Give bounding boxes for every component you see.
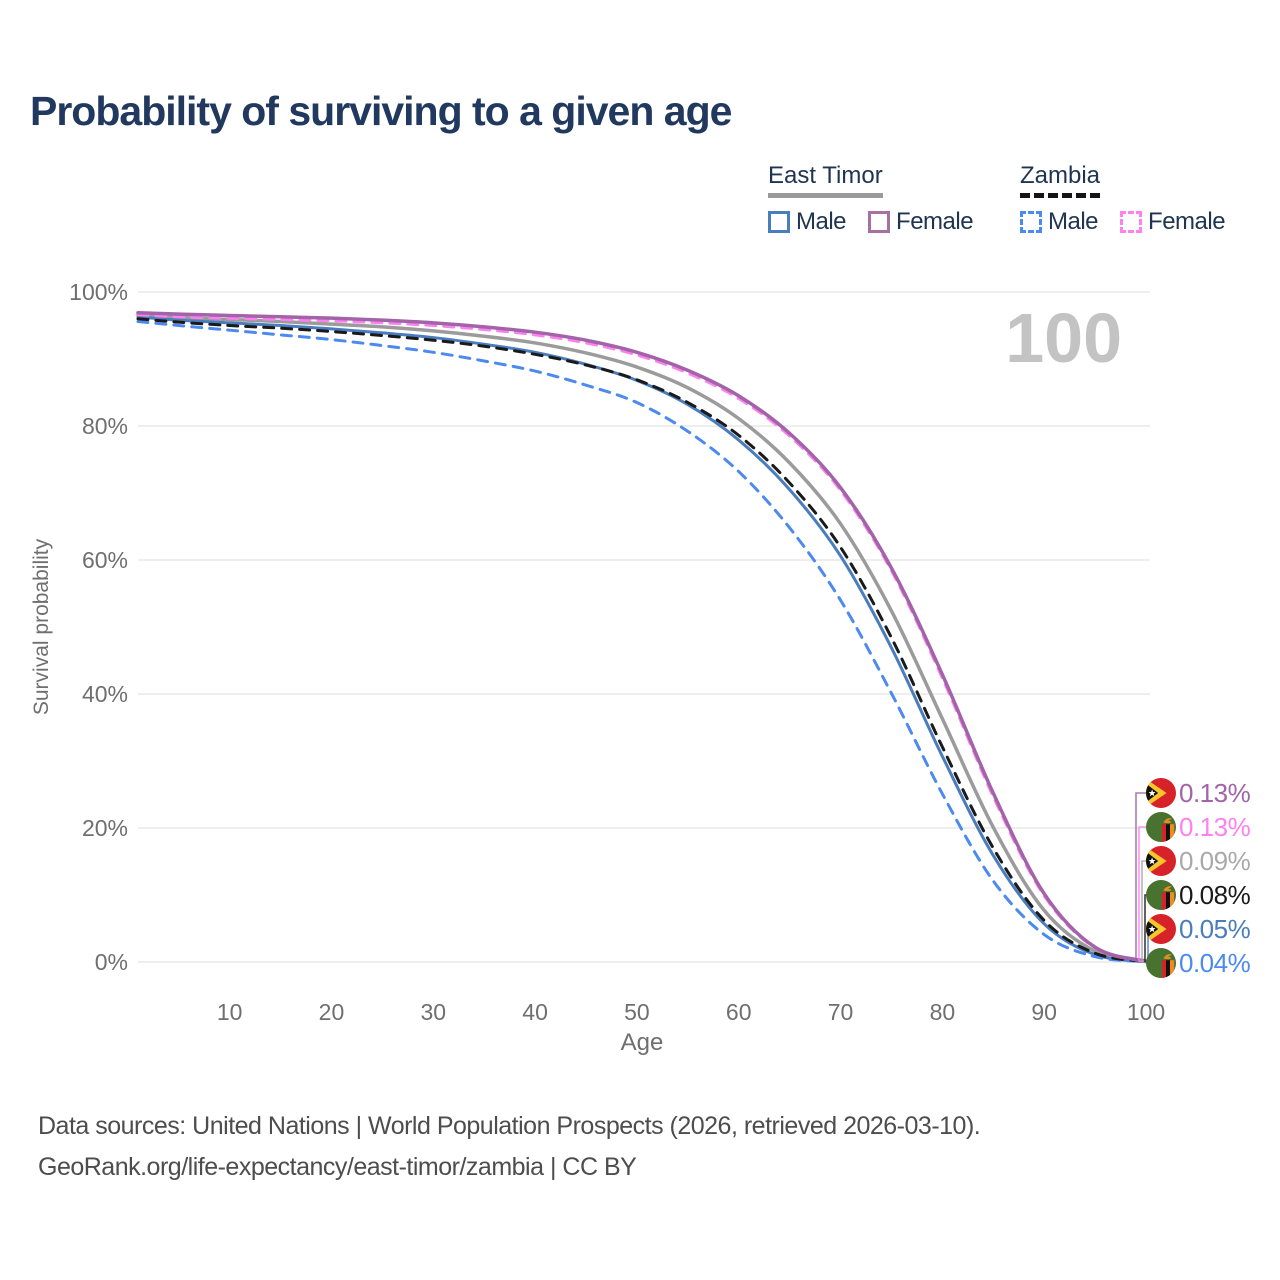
endpoint-row: 0.04%: [1146, 946, 1251, 980]
series-line-zambia-female: [136, 313, 1148, 963]
series-line-east-timor: [136, 313, 1148, 964]
endpoint-row: 0.13%: [1146, 810, 1251, 844]
series-line-east-timor-male: [136, 315, 1148, 964]
legend-label: Male: [1048, 208, 1099, 235]
svg-text:60: 60: [726, 999, 752, 1025]
east-timor-flag-icon: [1146, 846, 1176, 876]
svg-text:30: 30: [420, 999, 446, 1025]
endpoint-value: 0.08%: [1179, 879, 1251, 910]
endpoint-value: 0.13%: [1179, 811, 1251, 842]
svg-text:40%: 40%: [82, 681, 128, 707]
data-source-line2: GeoRank.org/life-expectancy/east-timor/z…: [38, 1153, 637, 1181]
svg-text:90: 90: [1031, 999, 1057, 1025]
svg-text:100%: 100%: [69, 279, 128, 305]
zambia-flag-icon: [1146, 880, 1176, 910]
legend-swatch-east-timor-female-icon: [868, 211, 891, 233]
endpoint-value: 0.13%: [1179, 777, 1251, 808]
legend-item-zambia-female[interactable]: Female: [1120, 208, 1226, 236]
svg-text:80%: 80%: [82, 413, 128, 439]
endpoint-row: 0.05%: [1146, 912, 1251, 946]
svg-text:70: 70: [828, 999, 854, 1025]
east-timor-flag-icon: [1146, 914, 1176, 944]
legend-item-zambia-male[interactable]: Male: [1020, 208, 1099, 236]
legend-swatch-zambia-male-icon: [1020, 211, 1042, 233]
svg-text:100: 100: [1127, 999, 1165, 1025]
endpoint-labels: 0.13% 0.13% 0.09%: [1146, 776, 1251, 980]
legend-item-east-timor-female[interactable]: Female: [868, 208, 974, 236]
endpoint-row: 0.13%: [1146, 776, 1251, 810]
series-line-east-timor-female: [136, 311, 1148, 963]
legend-group-east-timor: East Timor Male Female: [768, 162, 995, 236]
svg-text:Age: Age: [621, 1029, 664, 1056]
svg-text:20: 20: [319, 999, 345, 1025]
svg-text:40: 40: [522, 999, 548, 1025]
endpoint-value: 0.09%: [1179, 845, 1251, 876]
zambia-flag-icon: [1146, 948, 1176, 978]
svg-text:100: 100: [1005, 299, 1122, 377]
legend-swatch-east-timor-male-icon: [768, 211, 790, 233]
series-line-zambia-male: [136, 319, 1148, 964]
legend-header-zambia[interactable]: Zambia: [1020, 162, 1101, 198]
svg-text:60%: 60%: [82, 547, 128, 573]
svg-text:0%: 0%: [95, 949, 128, 975]
legend-swatch-zambia-female-icon: [1120, 211, 1143, 233]
legend-label: Female: [896, 208, 974, 235]
legend-items-zambia: Male Female: [1020, 208, 1247, 236]
legend-label: Male: [796, 208, 847, 235]
svg-text:50: 50: [624, 999, 650, 1025]
legend-label: Female: [1148, 208, 1226, 235]
svg-text:10: 10: [217, 999, 243, 1025]
zambia-flag-icon: [1146, 812, 1176, 842]
chart-title: Probability of surviving to a given age: [30, 88, 732, 134]
data-source-line1: Data sources: United Nations | World Pop…: [38, 1112, 981, 1140]
legend-item-east-timor-male[interactable]: Male: [768, 208, 847, 236]
svg-text:Survival probability: Survival probability: [30, 538, 53, 715]
endpoint-value: 0.05%: [1179, 913, 1251, 944]
svg-text:20%: 20%: [82, 815, 128, 841]
endpoint-row: 0.08%: [1146, 878, 1251, 912]
svg-text:80: 80: [930, 999, 956, 1025]
legend-group-zambia: Zambia Male Female: [1020, 162, 1247, 236]
data-source-note: Data sources: United Nations | World Pop…: [38, 1106, 981, 1188]
legend-header-east-timor[interactable]: East Timor: [768, 162, 883, 198]
endpoint-row: 0.09%: [1146, 844, 1251, 878]
series-line-zambia: [136, 317, 1148, 963]
east-timor-flag-icon: [1146, 778, 1176, 808]
legend-items-east-timor: Male Female: [768, 208, 995, 236]
endpoint-value: 0.04%: [1179, 947, 1251, 978]
